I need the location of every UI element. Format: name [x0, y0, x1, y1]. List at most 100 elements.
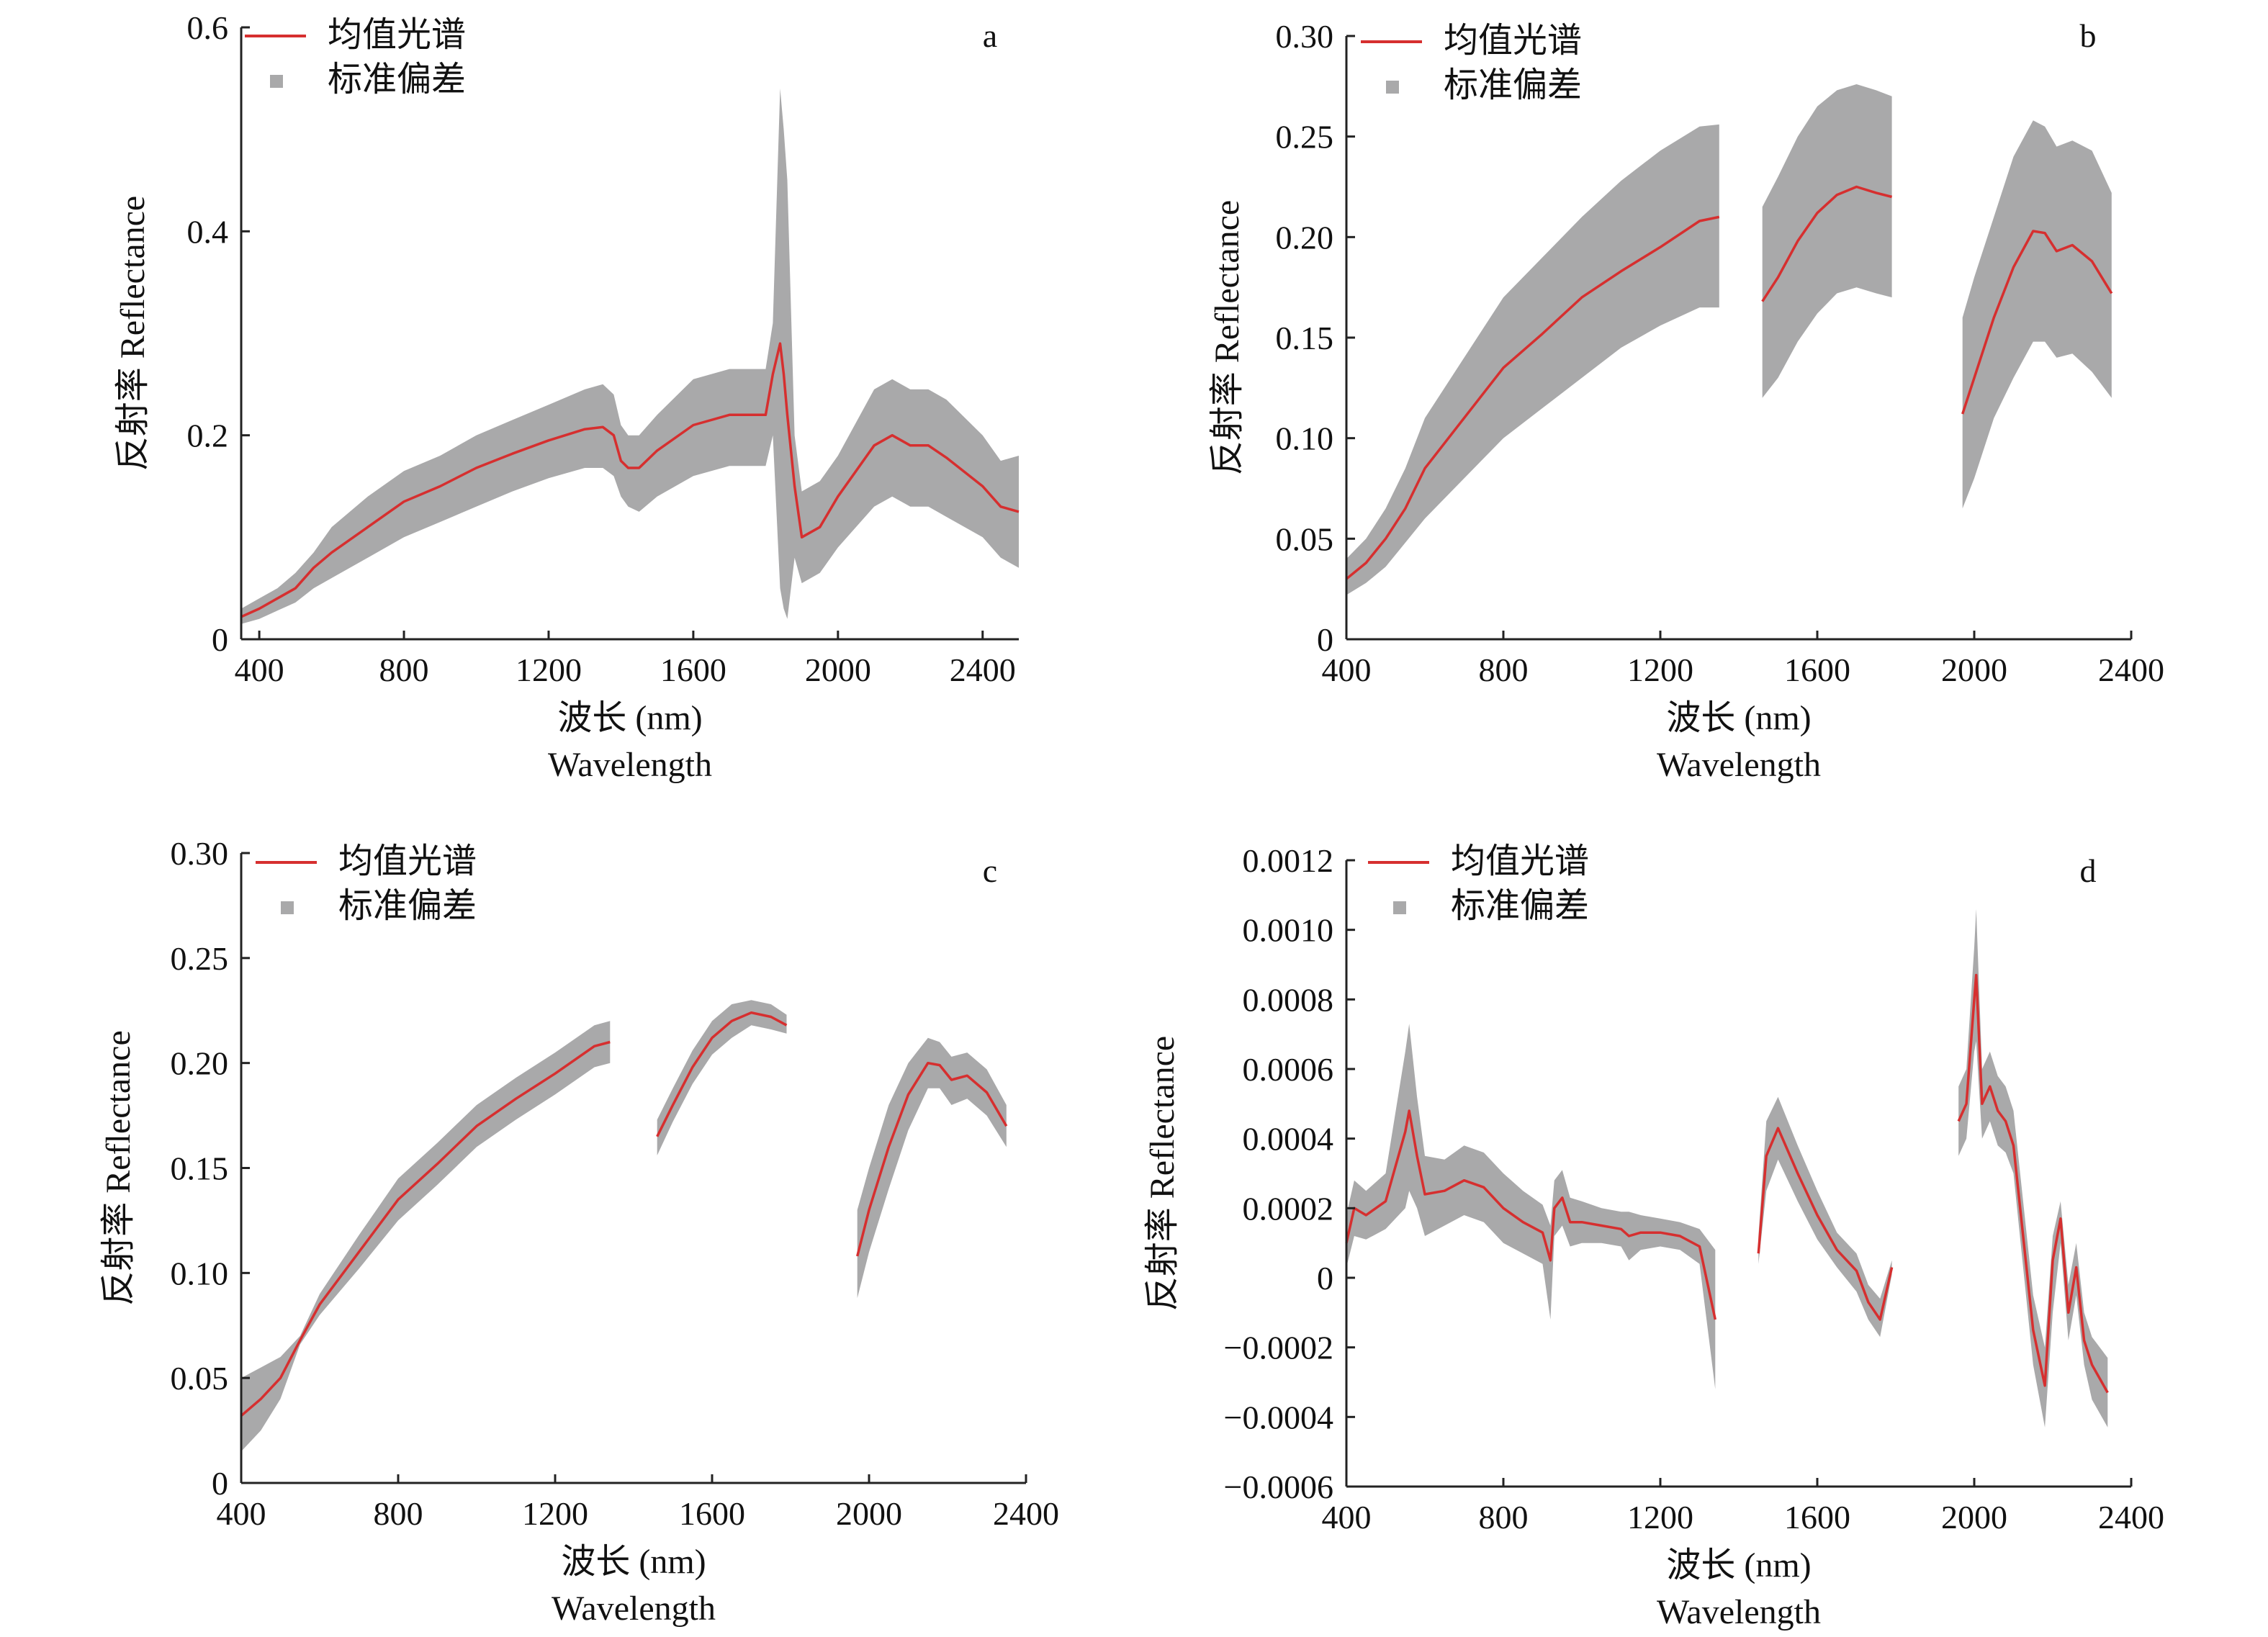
x-ticks-b: 400 800 1200 1600 2000 2400: [1322, 631, 2164, 688]
std-band-c-3: [857, 1037, 1007, 1299]
mean-line-d-3: [1957, 973, 2109, 1394]
x-tick-label-a: 1200: [516, 651, 582, 688]
x-tick-label-c: 800: [374, 1495, 423, 1532]
x-tick-label-a: 2400: [950, 651, 1016, 688]
std-band-b-3: [1962, 120, 2112, 509]
panel-label-d: d: [2080, 852, 2097, 889]
x-tick-label-c: 400: [217, 1495, 266, 1532]
x-tick-label-c: 1600: [679, 1495, 745, 1532]
x-tick-label-c: 2400: [993, 1495, 1059, 1532]
y-tick-label-c: 0.30: [171, 835, 229, 872]
x-tick-label-b: 2000: [1941, 651, 2007, 688]
legend-std-label-a: 标准偏差: [328, 60, 466, 99]
x-axis-label2-b: Wavelength: [1657, 746, 1821, 784]
x-tick-label-d: 400: [1322, 1499, 1372, 1535]
x-ticks-c: 400 800 1200 1600 2000 2400: [217, 1474, 1059, 1532]
x-tick-label-d: 2400: [2098, 1499, 2164, 1535]
y-tick-label-d: 0.0012: [1243, 842, 1334, 879]
x-tick-label-b: 400: [1322, 651, 1372, 688]
x-axis-label2-c: Wavelength: [552, 1589, 716, 1628]
axes-a: [240, 27, 1019, 641]
x-axis-label-b: 波长 (nm): [1666, 699, 1811, 737]
x-axis-label2-a: Wavelength: [548, 746, 712, 784]
y-tick-label-d: −0.0002: [1224, 1330, 1333, 1366]
y-tick-label-d: 0.0006: [1243, 1051, 1334, 1088]
std-bands-a: [241, 89, 1019, 624]
legend-std-label-d: 标准偏差: [1451, 887, 1589, 925]
y-tick-label-c: 0.25: [171, 940, 229, 977]
y-tick-label-d: 0.0010: [1243, 912, 1334, 949]
x-tick-label-b: 800: [1479, 651, 1529, 688]
legend-std-label-c: 标准偏差: [338, 887, 477, 925]
panel-a: 400 800 1200 1600 2000 2400 0 0.2 0.4 0.6 a 波长 (…: [114, 9, 1020, 784]
mean-line-c-2: [656, 1011, 788, 1137]
y-tick-label-d: −0.0006: [1224, 1469, 1333, 1505]
x-tick-label-a: 2000: [805, 651, 871, 688]
y-tick-label-b: 0.20: [1276, 219, 1334, 256]
x-tick-label-b: 1600: [1784, 651, 1850, 688]
legend-d: 均值光谱 标准偏差: [1368, 842, 1589, 925]
y-tick-label-d: 0: [1317, 1260, 1333, 1296]
y-tick-label-d: 0.0002: [1243, 1190, 1334, 1227]
mean-lines-a: [240, 342, 1020, 618]
panel-label-b: b: [2080, 17, 2097, 54]
x-tick-label-d: 800: [1479, 1499, 1529, 1535]
legend-a: 均值光谱 标准偏差: [245, 16, 466, 99]
x-axis-label-c: 波长 (nm): [561, 1543, 706, 1581]
x-tick-label-d: 2000: [1941, 1499, 2007, 1535]
panel-c: 400 800 1200 1600 2000 2400 0 0.05 0.10 0.15 0.20…: [99, 835, 1059, 1628]
x-tick-label-d: 1200: [1627, 1499, 1693, 1535]
y-tick-label-d: −0.0004: [1224, 1399, 1333, 1435]
y-tick-label-a: 0.2: [187, 418, 229, 454]
y-tick-label-d: 0.0008: [1243, 981, 1334, 1018]
legend-mean-label-d: 均值光谱: [1451, 842, 1589, 880]
std-bands-c: [241, 1000, 1007, 1452]
y-ticks-d: −0.0006 −0.0004 −0.0002 0 0.0002 0.0004 0.0006…: [1224, 842, 1355, 1505]
legend-mean-label-a: 均值光谱: [328, 16, 466, 54]
x-tick-label-d: 1600: [1784, 1499, 1850, 1535]
x-tick-label-a: 1600: [660, 651, 726, 688]
panel-label-c: c: [983, 852, 997, 889]
y-tick-label-d: 0.0004: [1243, 1121, 1334, 1158]
x-axis-label2-d: Wavelength: [1657, 1593, 1821, 1631]
axes-c: [240, 853, 1026, 1484]
mean-lines-b: [1345, 185, 2113, 580]
panel-label-a: a: [983, 17, 997, 54]
mean-lines-c: [240, 1011, 1008, 1417]
mean-line-c-1: [240, 1040, 611, 1417]
std-band-d-1: [1346, 1024, 1716, 1389]
y-tick-label-b: 0.25: [1276, 119, 1334, 155]
x-tick-label-b: 1200: [1627, 651, 1693, 688]
x-tick-label-a: 800: [379, 651, 429, 688]
y-ticks-b: 0 0.05 0.10 0.15 0.20 0.25 0.30: [1276, 18, 1355, 658]
y-tick-label-c: 0.10: [171, 1255, 229, 1291]
y-tick-label-b: 0: [1317, 621, 1333, 658]
y-tick-label-a: 0: [212, 621, 228, 658]
y-tick-label-b: 0.05: [1276, 520, 1334, 557]
y-tick-label-c: 0.05: [171, 1360, 229, 1397]
std-band-b-2: [1762, 84, 1892, 398]
legend-std-label-b: 标准偏差: [1444, 66, 1582, 104]
legend-std-swatch-a: [270, 75, 283, 88]
legend-std-swatch-c: [281, 901, 294, 914]
y-tick-label-c: 0.15: [171, 1150, 229, 1187]
x-axis-label-a: 波长 (nm): [557, 699, 702, 737]
x-tick-label-c: 2000: [836, 1495, 902, 1532]
std-band-d-2: [1758, 1096, 1892, 1338]
legend-std-swatch-b: [1386, 81, 1399, 94]
std-band-c-1: [241, 1021, 611, 1452]
legend-b: 均值光谱 标准偏差: [1361, 22, 1582, 104]
std-band-b-1: [1346, 124, 1719, 595]
std-bands-b: [1346, 84, 2112, 595]
mean-line-a-1: [240, 342, 1020, 618]
std-bands-d: [1346, 908, 2108, 1428]
y-axis-label-d: 反射率 Reflectance: [1143, 1036, 1182, 1312]
x-tick-label-a: 400: [235, 651, 284, 688]
legend-mean-label-b: 均值光谱: [1444, 22, 1582, 60]
x-ticks-a: 400 800 1200 1600 2000 2400: [235, 631, 1016, 688]
x-tick-label-c: 1200: [522, 1495, 588, 1532]
x-tick-label-b: 2400: [2098, 651, 2164, 688]
mean-line-d-2: [1757, 1127, 1894, 1321]
panel-b: 400 800 1200 1600 2000 2400 0 0.05 0.10 0.15 0.20…: [1208, 17, 2164, 784]
